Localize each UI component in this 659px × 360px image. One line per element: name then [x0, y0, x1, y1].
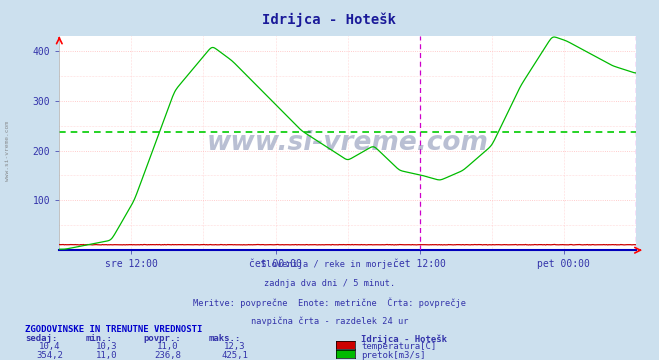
Text: min.:: min.: [86, 334, 113, 343]
Text: 425,1: 425,1 [221, 351, 248, 360]
Text: 10,4: 10,4 [39, 342, 60, 351]
Text: 354,2: 354,2 [36, 351, 63, 360]
Text: Slovenija / reke in morje.: Slovenija / reke in morje. [261, 260, 398, 269]
Text: Idrijca - Hotešk: Idrijca - Hotešk [361, 334, 447, 343]
Text: sedaj:: sedaj: [25, 334, 57, 343]
Text: maks.:: maks.: [208, 334, 241, 343]
Text: Idrijca - Hotešk: Idrijca - Hotešk [262, 13, 397, 27]
Text: Meritve: povprečne  Enote: metrične  Črta: povprečje: Meritve: povprečne Enote: metrične Črta:… [193, 297, 466, 308]
Text: 12,3: 12,3 [224, 342, 245, 351]
Text: 10,3: 10,3 [96, 342, 117, 351]
Text: 11,0: 11,0 [158, 342, 179, 351]
Text: 11,0: 11,0 [96, 351, 117, 360]
Text: zadnja dva dni / 5 minut.: zadnja dva dni / 5 minut. [264, 279, 395, 288]
Text: ZGODOVINSKE IN TRENUTNE VREDNOSTI: ZGODOVINSKE IN TRENUTNE VREDNOSTI [25, 325, 202, 334]
Text: povpr.:: povpr.: [144, 334, 181, 343]
Text: 236,8: 236,8 [155, 351, 181, 360]
Text: temperatura[C]: temperatura[C] [361, 342, 436, 351]
Text: navpična črta - razdelek 24 ur: navpična črta - razdelek 24 ur [251, 316, 408, 325]
Text: www.si-vreme.com: www.si-vreme.com [5, 121, 11, 181]
Text: pretok[m3/s]: pretok[m3/s] [361, 351, 426, 360]
Text: www.si-vreme.com: www.si-vreme.com [207, 130, 488, 156]
